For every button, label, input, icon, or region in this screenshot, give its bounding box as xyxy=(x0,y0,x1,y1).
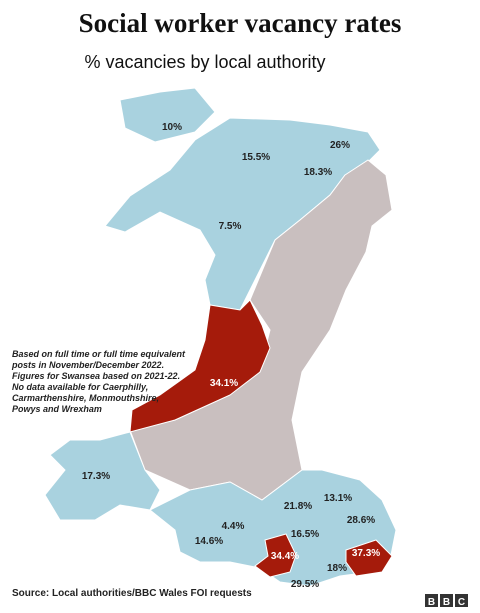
region-label: 7.5% xyxy=(219,221,242,232)
north-wales xyxy=(104,117,381,311)
bbc-logo: B B C xyxy=(425,594,468,608)
logo-box xyxy=(440,594,453,607)
source: Source: Local authorities/BBC Wales FOI … xyxy=(12,588,252,599)
note-line: Based on full time or full time equivale… xyxy=(12,349,186,359)
title: Social worker vacancy rates xyxy=(79,8,402,38)
region-label: 15.5% xyxy=(242,152,270,163)
swansea xyxy=(254,533,297,578)
note-line: Carmarthenshire, Monmouthshire, xyxy=(12,393,159,403)
logo-box xyxy=(425,594,438,607)
region-labels: 10% 26% 15.5% 18.3% 7.5% 34.1% 17.3% 21.… xyxy=(82,122,380,590)
region-label: 14.6% xyxy=(195,536,223,547)
logo-box xyxy=(455,594,468,607)
note-line: Figures for Swansea based on 2021-22. xyxy=(12,371,180,381)
region-label: 34.4% xyxy=(271,551,299,562)
logo-letter: C xyxy=(458,597,465,608)
region-label: 17.3% xyxy=(82,471,110,482)
region-label: 16.5% xyxy=(291,529,319,540)
region-label: 18% xyxy=(327,563,347,574)
subtitle: % vacancies by local authority xyxy=(84,52,325,72)
anglesey xyxy=(119,87,216,143)
region-label: 4.4% xyxy=(222,521,245,532)
map xyxy=(44,87,397,587)
ceredigion xyxy=(129,299,271,433)
region-label: 29.5% xyxy=(291,579,319,590)
region-label: 10% xyxy=(162,122,182,133)
note-line: Powys and Wrexham xyxy=(12,404,102,414)
logo-letter: B xyxy=(443,597,450,608)
region-label: 13.1% xyxy=(324,493,352,504)
region-label: 28.6% xyxy=(347,515,375,526)
region-label: 18.3% xyxy=(304,167,332,178)
note-line: No data available for Caerphilly, xyxy=(12,382,148,392)
region-label: 37.3% xyxy=(352,548,380,559)
cardiff xyxy=(345,539,393,577)
region-label: 26% xyxy=(330,140,350,151)
note-line: posts in November/December 2022. xyxy=(11,360,164,370)
region-label: 21.8% xyxy=(284,501,312,512)
logo-letter: B xyxy=(428,597,435,608)
note: Based on full time or full time equivale… xyxy=(11,349,186,414)
pembrokeshire xyxy=(44,431,161,521)
region-label: 34.1% xyxy=(210,378,238,389)
